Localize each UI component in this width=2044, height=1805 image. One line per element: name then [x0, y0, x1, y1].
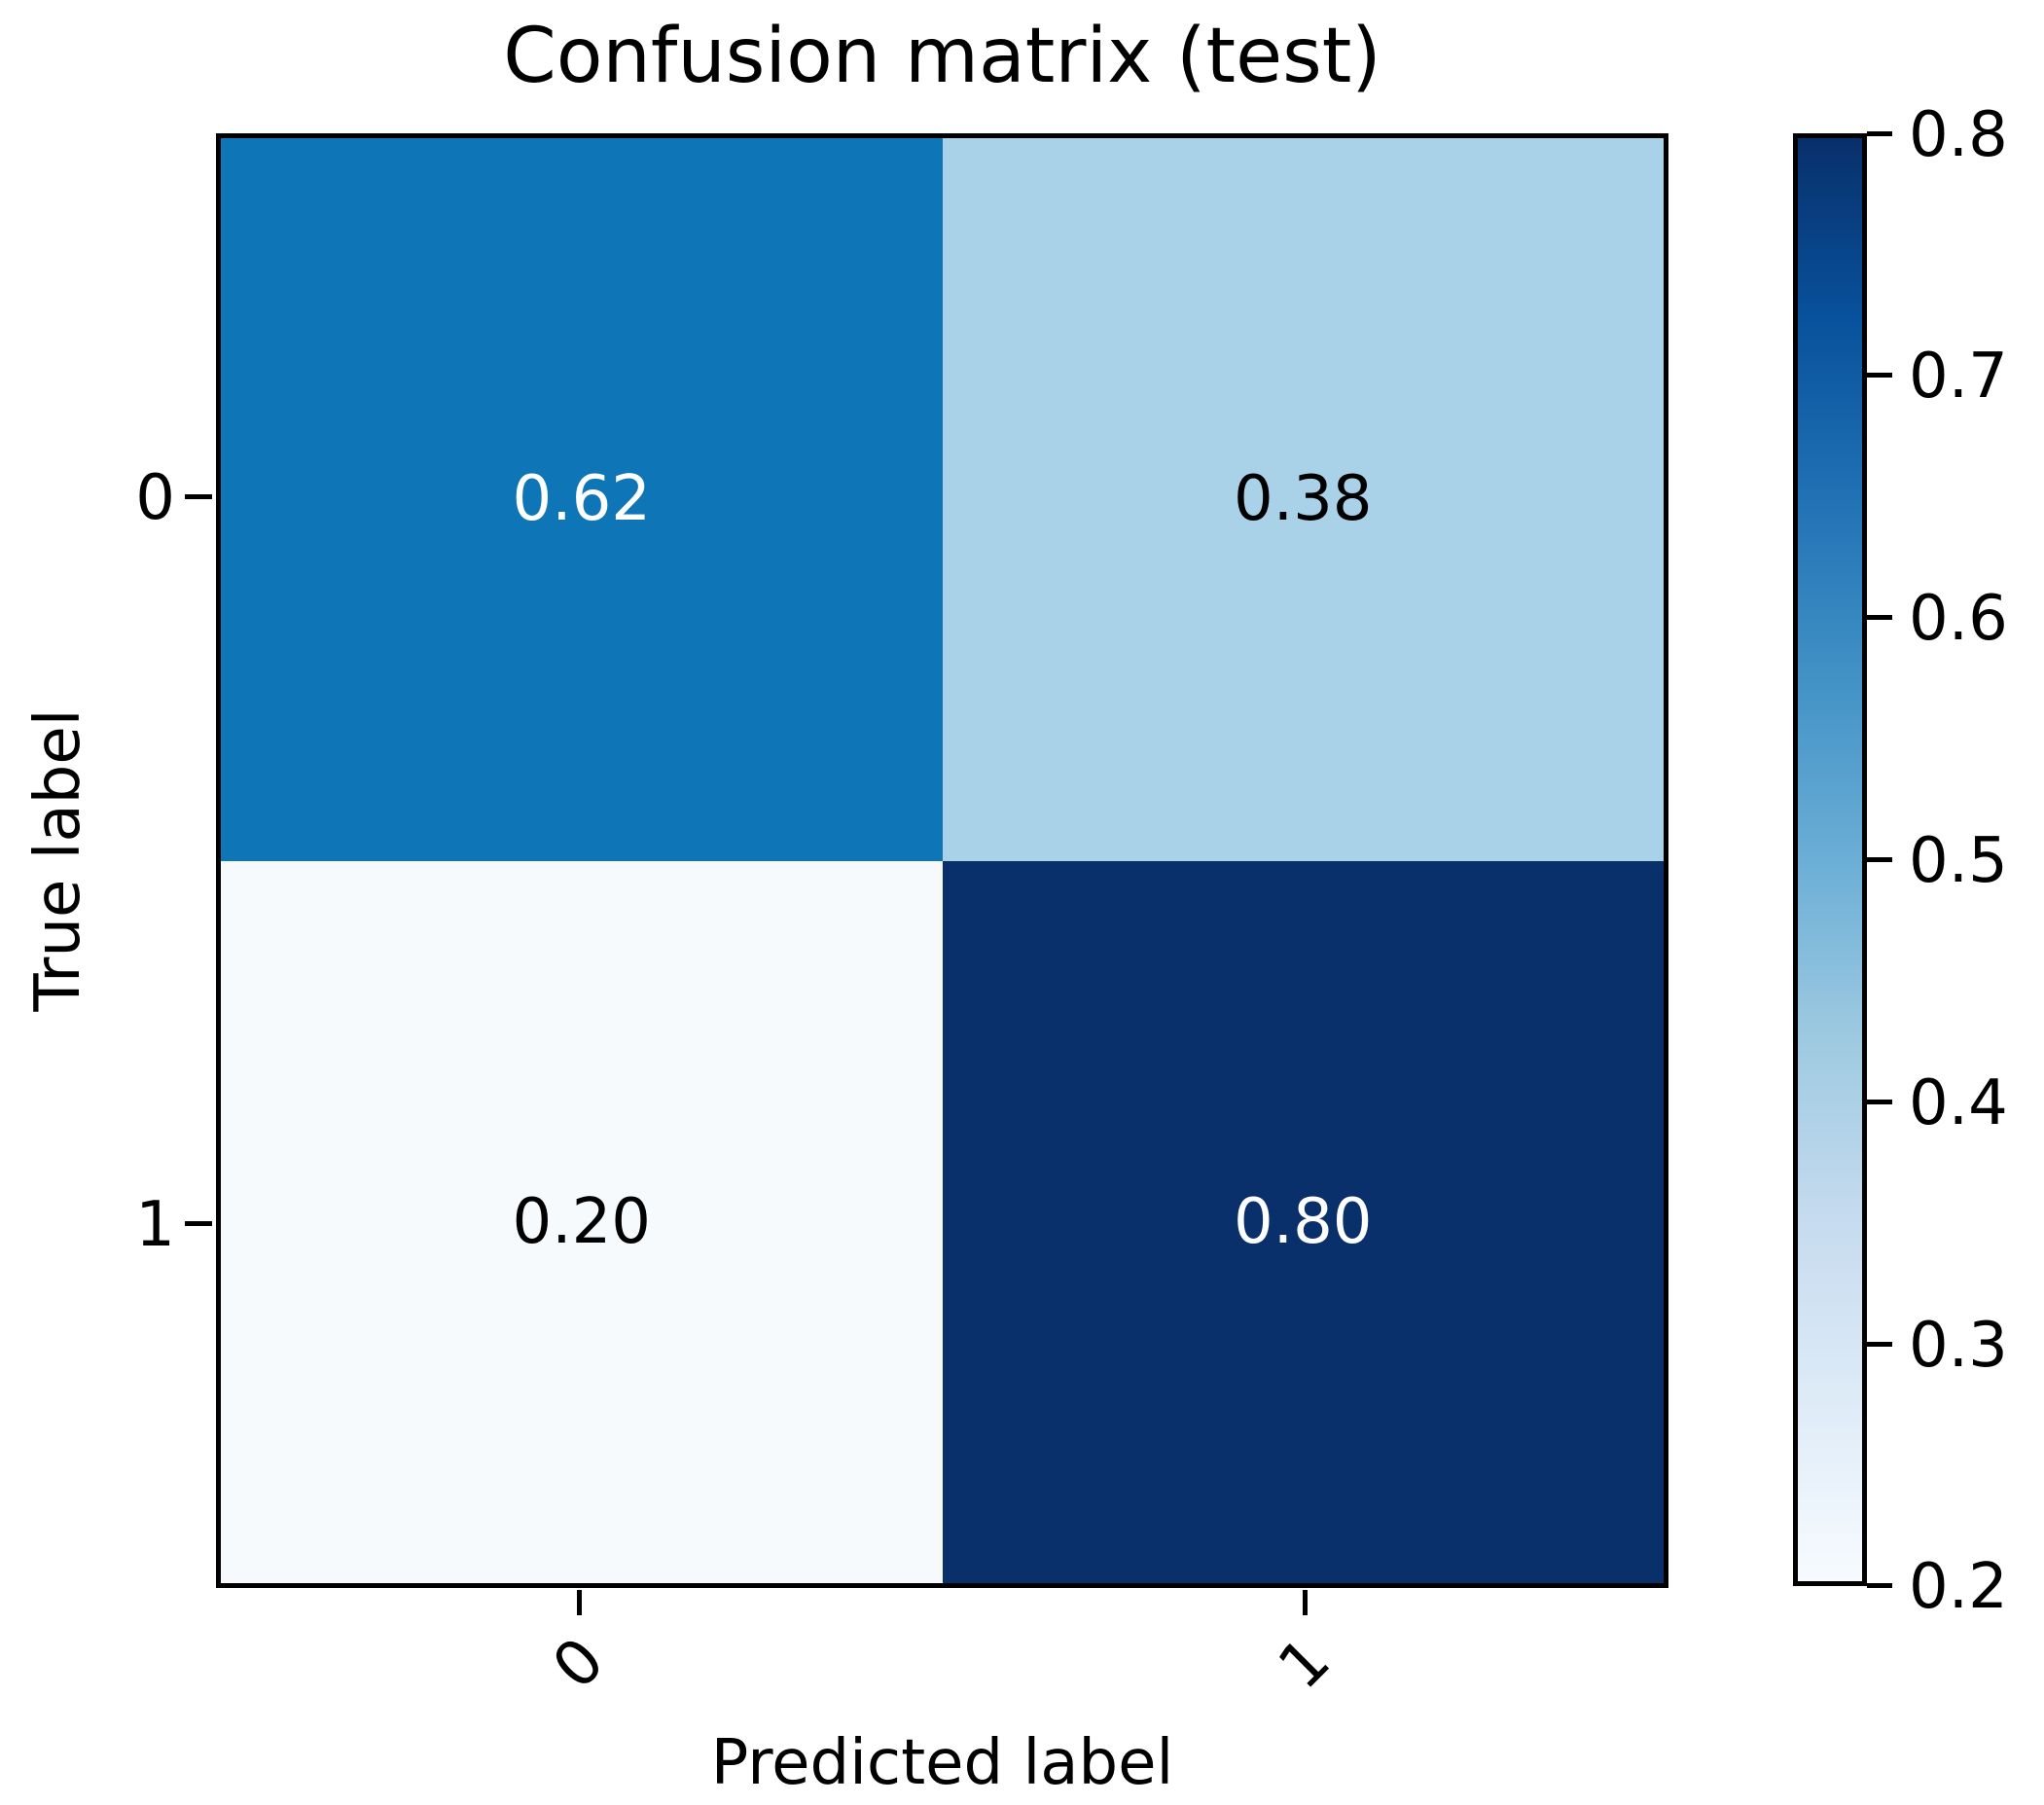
x-tick-mark-1	[1303, 1590, 1308, 1615]
colorbar-tick-mark-3	[1867, 857, 1892, 862]
y-tick-mark-0	[185, 494, 212, 499]
cell-value-r1c1: 0.80	[1234, 1185, 1373, 1258]
x-tick-label-1: 1	[1265, 1624, 1345, 1704]
colorbar	[1793, 133, 1867, 1586]
colorbar-tick-label-1: 0.7	[1909, 341, 2008, 413]
y-tick-label-0: 0	[135, 462, 175, 534]
colorbar-tick-label-2: 0.6	[1909, 583, 2008, 655]
colorbar-tick-mark-2	[1867, 615, 1892, 620]
colorbar-tick-label-4: 0.4	[1909, 1067, 2008, 1139]
colorbar-tick-mark-6	[1867, 1583, 1892, 1588]
heatmap-plot-area: 0.62 0.38 0.20 0.80	[216, 133, 1668, 1588]
x-axis-label: Predicted label	[710, 1727, 1174, 1799]
colorbar-tick-mark-5	[1867, 1342, 1892, 1347]
y-axis-label: True label	[22, 708, 94, 1012]
heatmap-cell-r1c1: 0.80	[942, 860, 1664, 1583]
x-tick-label-0: 0	[539, 1624, 619, 1704]
x-tick-mark-0	[577, 1590, 582, 1615]
cell-value-r0c0: 0.62	[512, 463, 652, 536]
colorbar-tick-mark-4	[1867, 1100, 1892, 1104]
colorbar-tick-mark-1	[1867, 373, 1892, 378]
heatmap-cell-r0c0: 0.62	[221, 138, 943, 861]
colorbar-tick-label-6: 0.2	[1909, 1551, 2008, 1623]
heatmap-cell-r0c1: 0.38	[942, 138, 1664, 861]
colorbar-tick-label-0: 0.8	[1909, 99, 2008, 171]
cell-value-r1c0: 0.20	[512, 1185, 652, 1258]
colorbar-gradient	[1798, 138, 1862, 1581]
colorbar-tick-mark-0	[1867, 131, 1892, 136]
y-tick-label-1: 1	[135, 1189, 175, 1261]
heatmap-cell-r1c0: 0.20	[221, 860, 943, 1583]
chart-title: Confusion matrix (test)	[503, 13, 1381, 100]
y-tick-mark-1	[185, 1221, 212, 1226]
colorbar-tick-label-3: 0.5	[1909, 825, 2008, 897]
cell-value-r0c1: 0.38	[1234, 463, 1373, 536]
colorbar-tick-label-5: 0.3	[1909, 1310, 2008, 1382]
